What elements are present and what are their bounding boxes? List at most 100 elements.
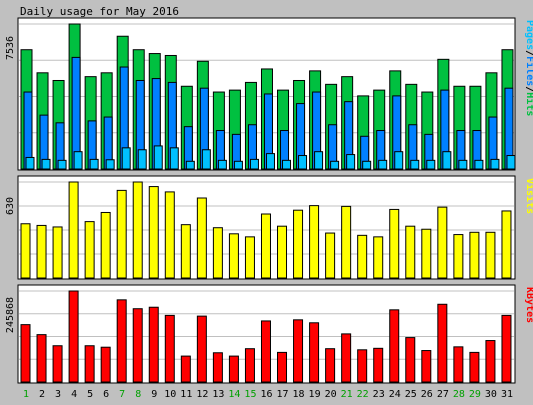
visits_panel-visits-bar — [357, 234, 368, 279]
visits_panel-visits-bar — [244, 236, 255, 279]
kbytes_panel-kbytes-bar — [180, 355, 191, 383]
hits_panel-pages-bar — [73, 151, 83, 170]
visits_panel-visits-bar — [180, 224, 191, 279]
x-axis-day-labels: 1 2 3 4 5 6 7 8 9 10 11 12 13 14 15 16 17 18 19 20 21 22 23 24 2… — [23, 389, 513, 400]
visits_panel-visits-bar — [501, 210, 512, 279]
hits_panel-side-label-part: Pages — [524, 20, 533, 50]
kbytes_panel-kbytes-bar — [341, 333, 352, 383]
x-axis-day-label: 10 — [164, 389, 176, 400]
kbytes_panel-kbytes-bar — [437, 303, 448, 383]
hits_panel-side-label: Pages/Files/Hits — [524, 20, 533, 116]
visits_panel: 630 Visits — [5, 175, 533, 280]
hits_panel-max-label: 7536 — [5, 36, 16, 60]
x-axis-day-label: 31 — [501, 389, 513, 400]
kbytes_panel-kbytes-bar — [357, 349, 368, 383]
hits_panel-pages-bar — [217, 159, 227, 170]
visits_panel-visits-bar — [260, 213, 271, 279]
visits_panel-visits-bar — [437, 206, 448, 279]
hits_panel-pages-bar — [201, 149, 211, 170]
kbytes_panel-kbytes-bar — [277, 351, 288, 383]
x-axis-day-label: 13 — [212, 389, 224, 400]
visits_panel-side-label-part: Visits — [524, 178, 533, 214]
hits_panel-pages-bar — [121, 147, 131, 170]
visits_panel-visits-bar — [116, 189, 127, 279]
hits_panel-pages-bar — [346, 154, 356, 170]
kbytes_panel-kbytes-bar — [373, 347, 384, 383]
visits_panel-visits-bar — [132, 181, 143, 279]
x-axis-day-label: 23 — [373, 389, 385, 400]
hits_panel-side-label-part: Files — [524, 56, 533, 86]
x-axis-day-label: 11 — [180, 389, 192, 400]
hits_panel-pages-bar — [137, 149, 147, 170]
x-axis-day-label: 12 — [196, 389, 208, 400]
kbytes_panel-kbytes-bar — [100, 346, 111, 383]
x-axis-day-label: 21 — [341, 389, 353, 400]
hits_panel-pages-bar — [169, 147, 179, 170]
kbytes_panel-max-label: 245868 — [5, 297, 16, 333]
hits_panel-pages-bar — [233, 160, 243, 170]
hits_panel-side-label-part: / — [524, 50, 533, 56]
visits_panel-visits-bar — [36, 224, 47, 279]
kbytes_panel-side-label: KBytes — [524, 287, 533, 323]
hits_panel-side-label-part: Hits — [524, 92, 533, 116]
kbytes_panel-kbytes-bar — [164, 314, 175, 383]
kbytes_panel-kbytes-bar — [52, 345, 63, 383]
x-axis-day-label: 25 — [405, 389, 417, 400]
kbytes_panel-kbytes-bar — [84, 345, 95, 383]
kbytes_panel-kbytes-bar — [453, 346, 464, 383]
x-axis-day-label: 30 — [485, 389, 497, 400]
visits_panel-visits-bar — [405, 225, 416, 279]
x-axis-day-label: 1 — [23, 389, 29, 400]
kbytes_panel-kbytes-bar — [293, 319, 304, 383]
x-axis-day-label: 19 — [309, 389, 321, 400]
kbytes_panel-kbytes-bar — [196, 315, 207, 383]
x-axis-day-label: 26 — [421, 389, 433, 400]
kbytes_panel-kbytes-bar — [68, 290, 79, 383]
hits_panel-pages-bar — [25, 156, 35, 170]
kbytes_panel-kbytes-bar — [469, 351, 480, 383]
x-axis-day-label: 28 — [453, 389, 465, 400]
x-axis-day-label: 6 — [103, 389, 109, 400]
visits_panel-side-label: Visits — [524, 178, 533, 214]
x-axis-day-label: 17 — [276, 389, 288, 400]
x-axis-day-label: 20 — [325, 389, 337, 400]
visits_panel-visits-bar — [196, 197, 207, 279]
kbytes_panel-kbytes-bar — [309, 322, 320, 383]
x-axis-day-label: 22 — [357, 389, 369, 400]
hits_panel-pages-bar — [394, 151, 404, 170]
visits_panel-visits-bar — [148, 186, 159, 279]
kbytes_panel-kbytes-bar — [421, 350, 432, 383]
hits_panel-pages-bar — [490, 158, 500, 170]
kbytes_panel-kbytes-bar — [485, 340, 496, 383]
visits_panel-visits-bar — [373, 236, 384, 279]
x-axis-day-label: 18 — [293, 389, 305, 400]
kbytes_panel-kbytes-bar — [132, 308, 143, 383]
visits_panel-visits-bar — [52, 226, 63, 279]
visits_panel-visits-bar — [485, 231, 496, 279]
kbytes_panel-kbytes-bar — [389, 309, 400, 383]
visits_panel-visits-bar — [20, 223, 31, 279]
visits_panel-visits-bar — [100, 211, 111, 279]
hits_panel-pages-bar — [57, 159, 67, 170]
x-axis-day-label: 3 — [55, 389, 61, 400]
hits_panel-pages-bar — [41, 158, 51, 170]
kbytes_panel-kbytes-bar — [244, 348, 255, 383]
hits_panel-pages-bar — [458, 159, 468, 170]
x-axis-day-label: 9 — [151, 389, 157, 400]
kbytes_panel-kbytes-bar — [228, 355, 239, 383]
hits_panel-pages-bar — [506, 155, 516, 170]
x-axis-day-label: 29 — [469, 389, 481, 400]
visits_panel-max-label: 630 — [5, 197, 16, 215]
hits_panel-pages-bar — [298, 155, 308, 170]
x-axis-day-label: 7 — [119, 389, 125, 400]
kbytes_panel-kbytes-bar — [116, 299, 127, 383]
x-axis-day-label: 15 — [244, 389, 256, 400]
visits_panel-visits-bar — [469, 231, 480, 279]
hits_panel-side-label-part: / — [524, 86, 533, 92]
hits_panel-pages-bar — [265, 153, 275, 170]
kbytes_panel-kbytes-bar — [212, 352, 223, 383]
kbytes_panel-kbytes-bar — [36, 334, 47, 383]
x-axis-day-label: 5 — [87, 389, 93, 400]
visits_panel-visits-bar — [228, 233, 239, 279]
x-axis-day-label: 4 — [71, 389, 77, 400]
